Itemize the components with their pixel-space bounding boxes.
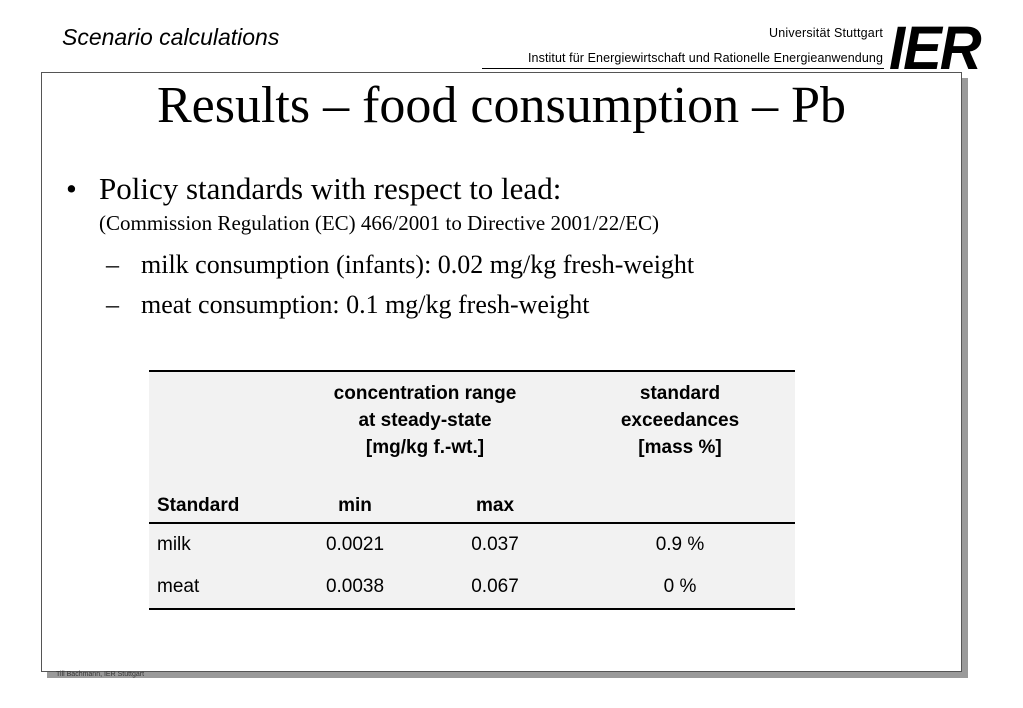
cell-max: 0.067 bbox=[425, 566, 565, 610]
slide: Results – food consumption – Pb • Policy … bbox=[41, 72, 962, 672]
bullet-policy-standards: • Policy standards with respect to lead: bbox=[66, 171, 561, 207]
dash-mark: – bbox=[106, 290, 119, 319]
ier-logo: IER bbox=[889, 14, 982, 83]
header-concentration-range: concentration range at steady-state [mg/… bbox=[285, 370, 565, 490]
sub-item-meat: – meat consumption: 0.1 mg/kg fresh-weigh… bbox=[106, 289, 589, 321]
bullet-text: Policy standards with respect to lead: bbox=[99, 171, 562, 206]
bullet-mark: • bbox=[66, 171, 77, 206]
header-empty-cell bbox=[149, 370, 285, 490]
section-title: Scenario calculations bbox=[62, 24, 280, 50]
table-header-row: concentration range at steady-state [mg/… bbox=[149, 370, 795, 490]
sub-item-text: milk consumption (infants): 0.02 mg/kg f… bbox=[141, 250, 695, 279]
cell-exceedance: 0.9 % bbox=[655, 534, 705, 555]
cell-max: 0.037 bbox=[471, 534, 519, 555]
university-name: Universität Stuttgart bbox=[769, 26, 883, 40]
cell-min: 0.0038 bbox=[285, 566, 425, 610]
dash-mark: – bbox=[106, 250, 119, 279]
sub-item-text: meat consumption: 0.1 mg/kg fresh-weight bbox=[141, 290, 590, 319]
col-header-standard: Standard bbox=[149, 490, 285, 524]
header-line: concentration range bbox=[333, 383, 517, 404]
slide-title: Results – food consumption – Pb bbox=[156, 77, 847, 134]
header-rule bbox=[482, 68, 884, 69]
header-line: [mg/kg f.-wt.] bbox=[365, 437, 485, 458]
header-line: standard bbox=[639, 383, 721, 404]
table-row: milk 0.0021 0.037 0.9 % bbox=[149, 523, 795, 566]
results-table: concentration range at steady-state [mg/… bbox=[149, 370, 795, 610]
cell-min: 0.0021 bbox=[325, 534, 385, 555]
table-row: meat 0.0038 0.067 0 % bbox=[149, 566, 795, 610]
regulation-note: (Commission Regulation (EC) 466/2001 to … bbox=[99, 211, 659, 235]
header-standard-exceedances: standard exceedances [mass %] bbox=[565, 370, 795, 490]
sub-item-milk: – milk consumption (infants): 0.02 mg/kg … bbox=[106, 249, 694, 281]
cell-standard: meat bbox=[149, 566, 285, 610]
footer-credit: Till Bachmann, IER Stuttgart bbox=[56, 671, 145, 678]
table-subheader-row: Standard min max bbox=[149, 490, 795, 524]
cell-exceedance: 0 % bbox=[565, 566, 795, 610]
header-line: at steady-state bbox=[358, 410, 492, 431]
cell-standard: milk bbox=[157, 534, 191, 555]
header-line: [mass %] bbox=[638, 437, 722, 458]
col-header-min: min bbox=[285, 490, 425, 524]
header-line: exceedances bbox=[620, 410, 740, 431]
col-header-max: max bbox=[425, 490, 565, 524]
institute-name: Institut für Energiewirtschaft und Ratio… bbox=[527, 51, 883, 65]
col-header-exceedance-empty bbox=[565, 490, 795, 524]
